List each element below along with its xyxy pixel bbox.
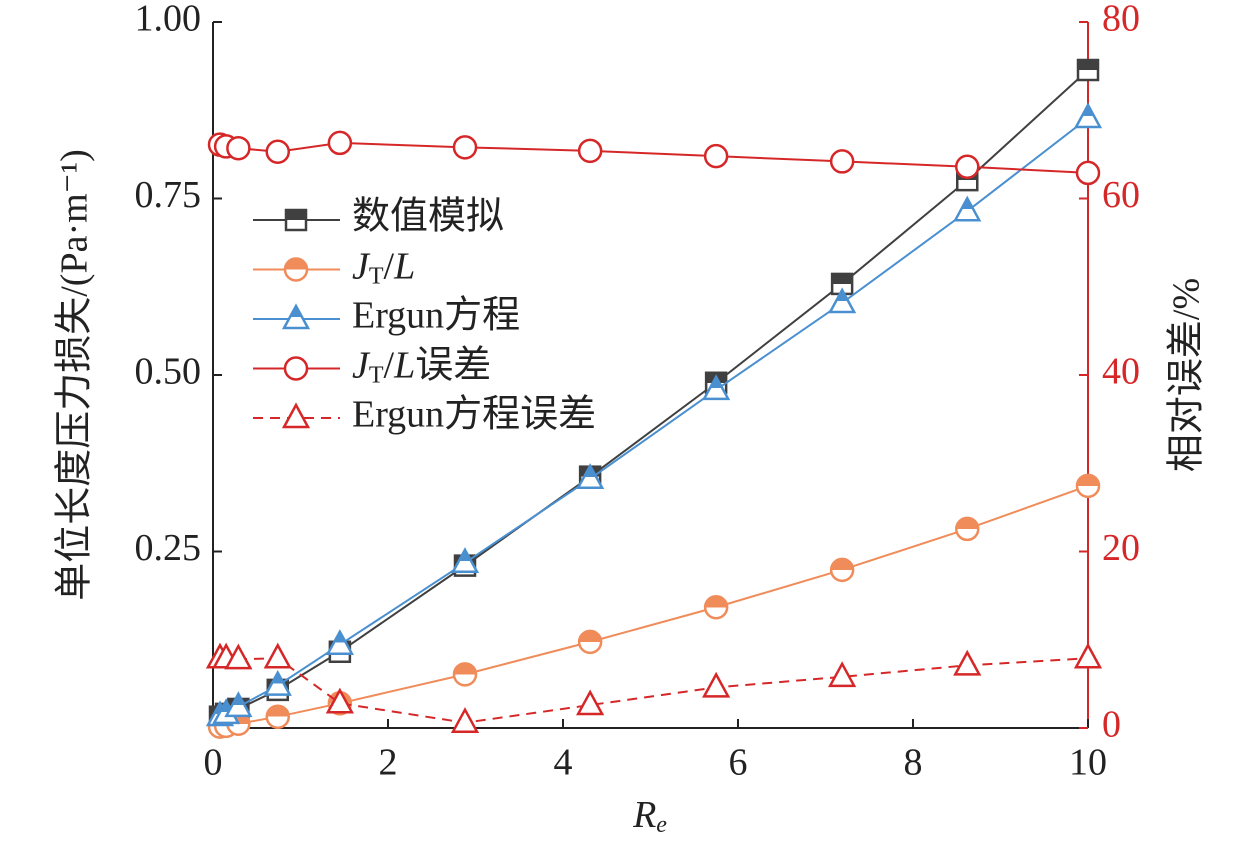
marker [325,629,354,655]
marker [829,149,855,174]
y-tick-label: 0.25 [135,527,202,569]
marker [226,135,251,161]
legend-label: JT/L误差 [352,344,491,388]
marker [828,287,857,314]
marker [703,595,729,620]
x-tick-label: 0 [204,742,223,784]
marker [265,139,290,164]
marker [955,154,980,179]
y-tick-label: 0.50 [135,351,202,393]
marker [224,643,253,670]
y2-tick-label: 80 [1102,0,1140,40]
marker [263,670,292,696]
marker [953,649,982,676]
marker [703,143,729,169]
marker [263,642,292,669]
x-tick-label: 10 [1069,742,1107,784]
legend-label: JT/L [352,245,415,289]
y2-tick-label: 60 [1102,174,1140,216]
marker [955,516,980,542]
marker [577,629,603,655]
marker [1073,642,1103,669]
y2-axis-label: 相对误差/% [1166,278,1208,472]
marker [1075,473,1101,499]
legend-label: 数值模拟 [352,196,504,238]
marker [702,671,731,698]
legend-marker [281,402,311,429]
marker [1075,160,1101,186]
legend-marker [281,303,311,330]
y2-tick-label: 20 [1102,527,1140,569]
marker [452,135,478,160]
marker [577,138,603,164]
marker [265,704,290,729]
marker [953,195,982,222]
legend-label: Ergun方程 [352,295,520,337]
x-axis-label: Re [632,794,667,838]
marker [576,463,605,490]
legend-marker [284,208,308,232]
x-tick-label: 2 [379,742,398,784]
marker [327,130,353,156]
marker [224,691,253,718]
series-line [219,117,1089,717]
y2-tick-label: 40 [1102,351,1140,393]
marker [325,687,354,714]
marker [1073,102,1103,129]
marker [452,662,478,687]
legend-marker [283,356,309,381]
marker [450,707,480,733]
x-tick-label: 8 [904,742,923,784]
x-tick-label: 6 [729,742,748,784]
y-axis-label: 单位长度压力损失/(Pa·m⁻¹) [54,149,96,601]
y2-tick-label: 0 [1102,704,1121,746]
marker [450,547,480,574]
y-tick-label: 0.75 [135,174,202,216]
y-tick-label: 1.00 [135,0,202,40]
marker [702,374,731,401]
marker [828,661,857,688]
marker [576,689,605,716]
marker [829,557,855,583]
legend-label: Ergun方程误差 [352,394,596,436]
marker [1076,58,1100,82]
legend-marker [283,257,309,282]
x-tick-label: 4 [554,742,573,784]
